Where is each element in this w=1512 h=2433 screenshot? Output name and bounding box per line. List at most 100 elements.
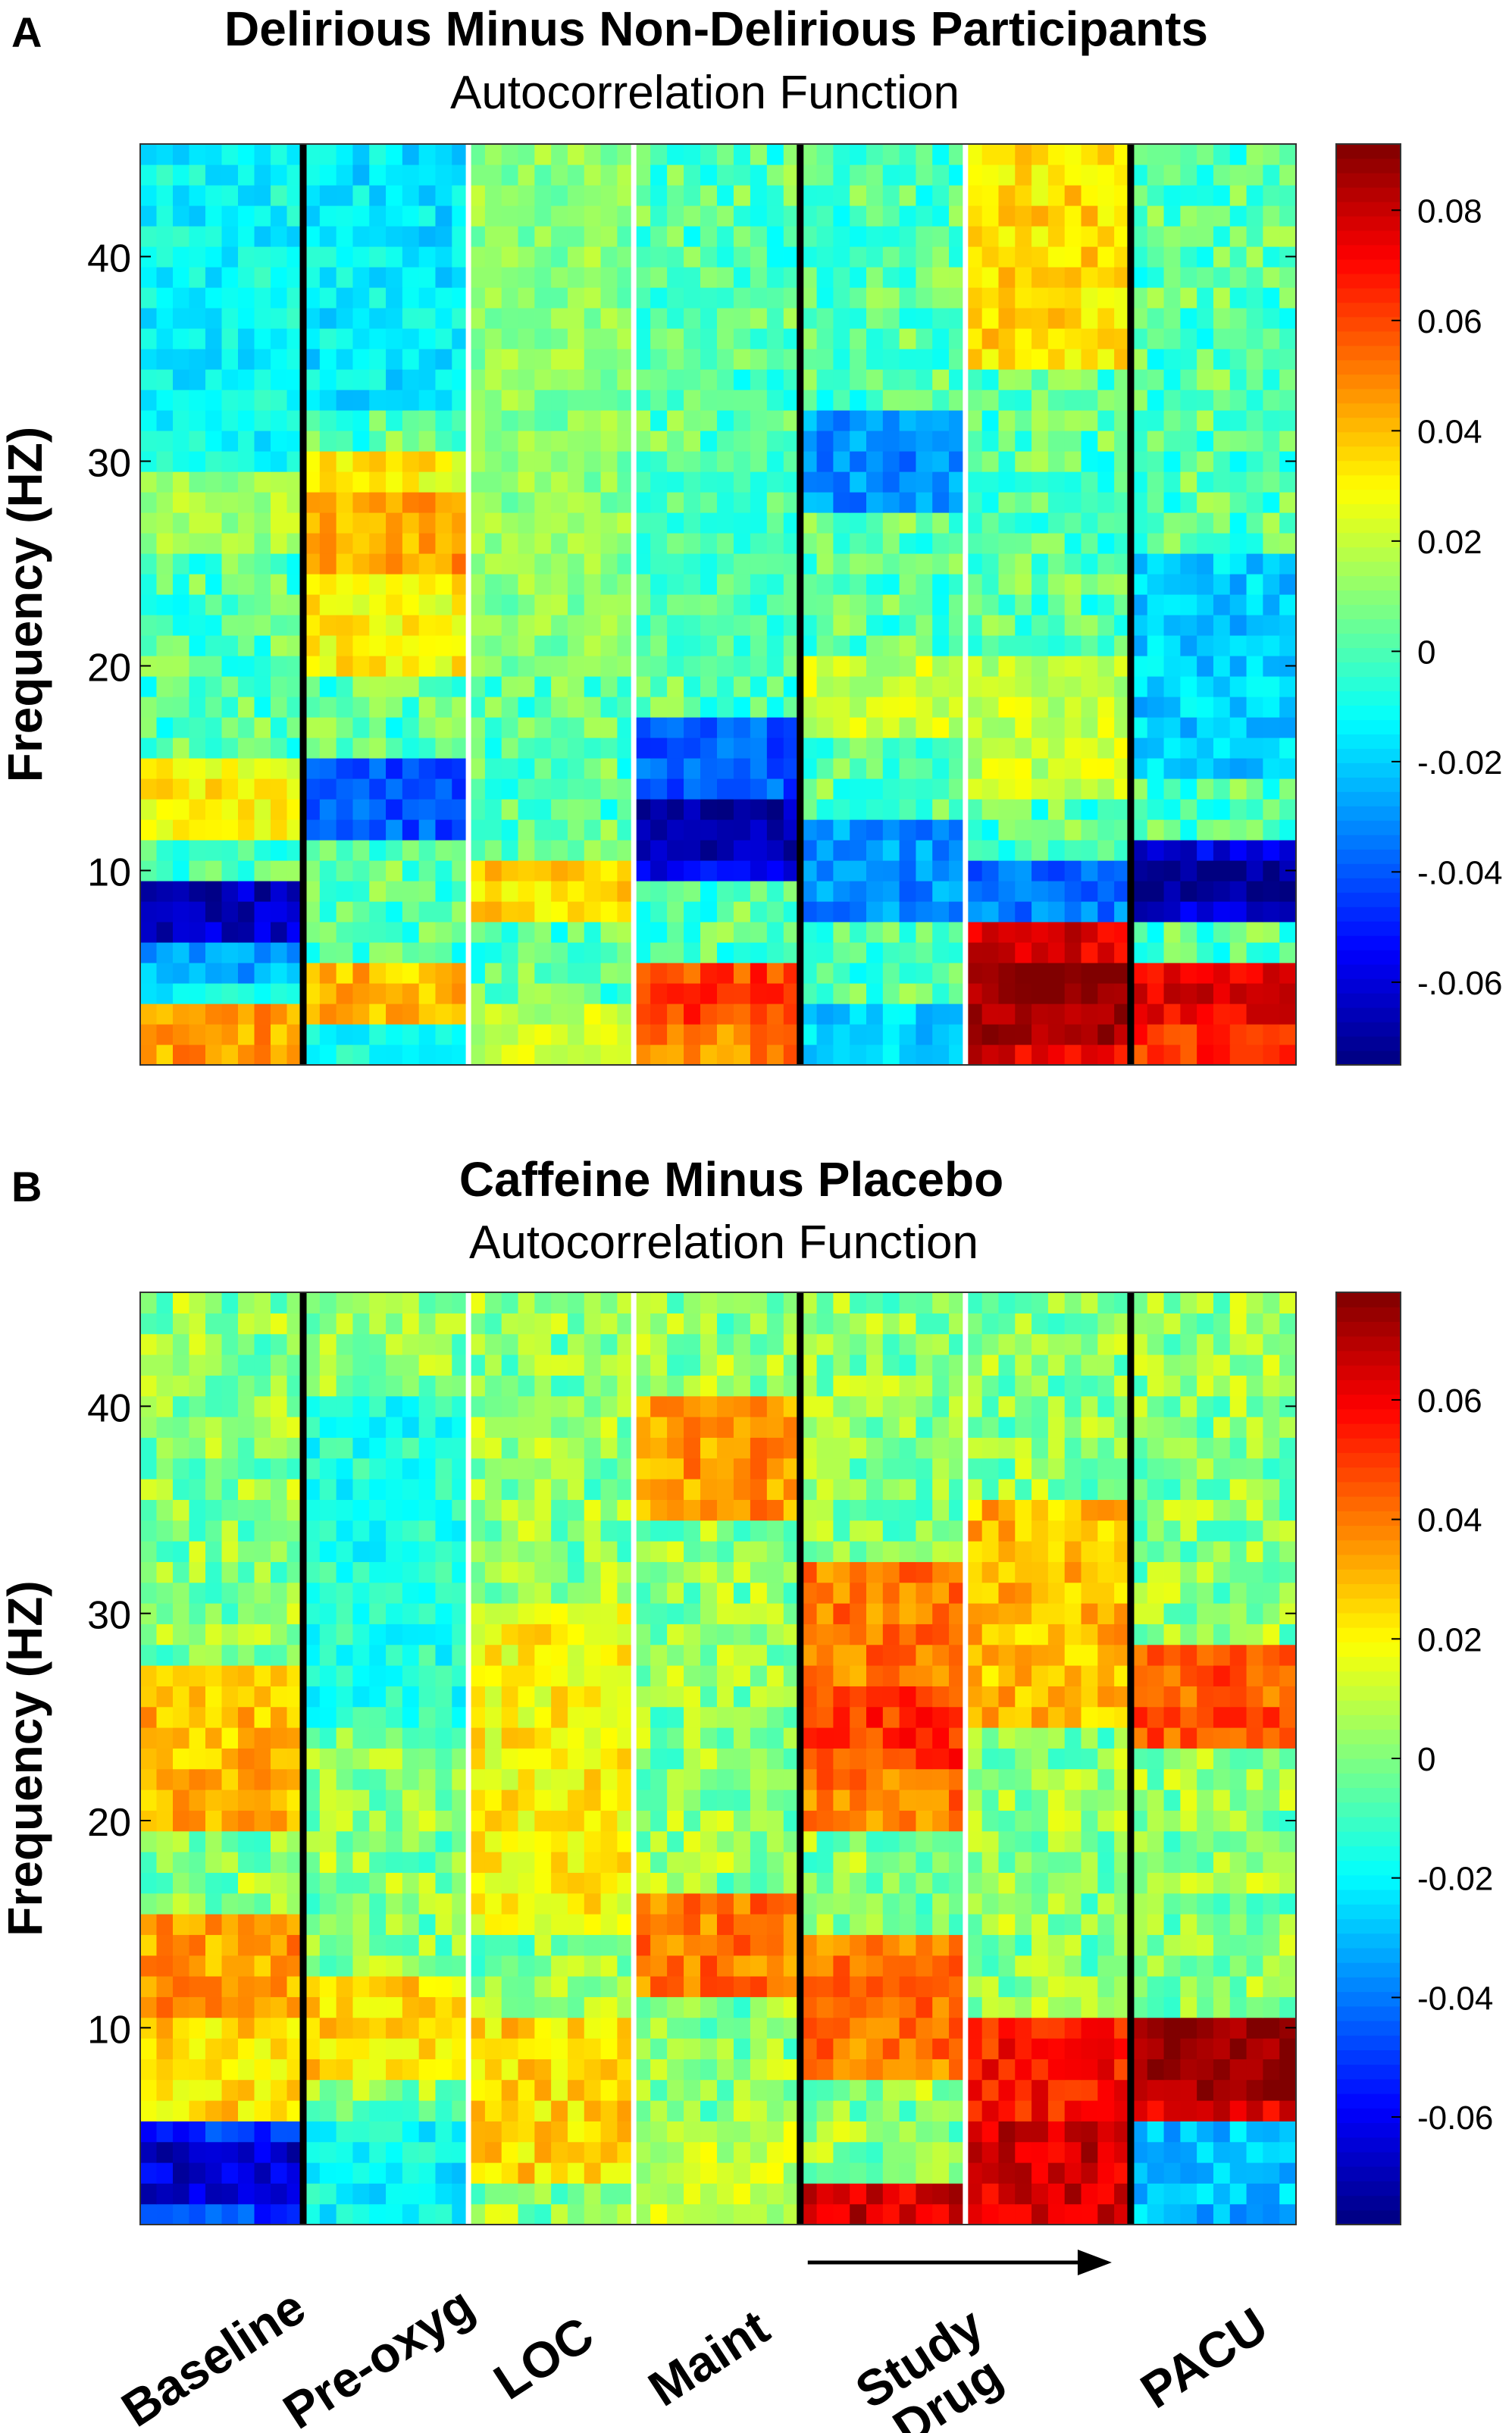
heatmap-cell (1246, 164, 1263, 186)
heatmap-cell (567, 1810, 585, 1832)
heatmap-cell (584, 1458, 602, 1480)
heatmap-cell (650, 1727, 668, 1749)
heatmap-cell (1229, 1044, 1247, 1066)
heatmap-cell (238, 1561, 255, 1583)
heatmap-cell (1130, 635, 1148, 656)
heatmap-cell (899, 246, 917, 268)
heatmap-cell (650, 1458, 668, 1480)
heatmap-cell (866, 881, 884, 902)
heatmap-cell (750, 778, 768, 800)
heatmap-cell (501, 553, 519, 575)
heatmap-cell (634, 2079, 651, 2101)
heatmap-cell (286, 1395, 304, 1417)
heatmap-cell (303, 594, 321, 615)
heatmap-cell (716, 1561, 734, 1583)
heatmap-cell (205, 1790, 223, 1811)
heatmap-cell (684, 574, 701, 595)
heatmap-cell (750, 2162, 768, 2184)
heatmap-cell (484, 1458, 502, 1480)
heatmap-cell (551, 1934, 568, 1956)
heatmap-cell (1147, 574, 1165, 595)
heatmap-cell (833, 717, 850, 738)
heatmap-cell (352, 819, 370, 841)
heatmap-cell (650, 1872, 668, 1894)
heatmap-cell (800, 1024, 818, 1045)
heatmap-cell (932, 492, 950, 513)
heatmap-cell (501, 1375, 519, 1397)
heatmap-cell (386, 1893, 403, 1915)
heatmap-cell (981, 451, 1000, 472)
heatmap-cell (733, 369, 751, 390)
heatmap-cell (484, 963, 502, 984)
heatmap-cell (1213, 308, 1231, 329)
heatmap-cell (667, 1768, 684, 1790)
heatmap-cell (1197, 267, 1214, 288)
heatmap-cell (386, 2038, 403, 2059)
heatmap-cell (733, 1582, 751, 1604)
heatmap-cell (650, 676, 668, 697)
heatmap-cell (418, 2141, 437, 2163)
heatmap-cell (1147, 860, 1165, 881)
heatmap-cell (667, 1706, 684, 1728)
heatmap-cell (882, 451, 900, 472)
heatmap-cell (140, 1354, 158, 1376)
heatmap-cell (899, 349, 917, 370)
heatmap-cell (600, 471, 618, 493)
heatmap-cell (319, 1955, 337, 1977)
heatmap-cell (1114, 901, 1132, 922)
heatmap-cell (551, 819, 568, 841)
heatmap-cell (684, 1768, 701, 1790)
heatmap-cell (684, 267, 701, 288)
heatmap-cell (336, 1790, 354, 1811)
heatmap-cell (916, 349, 933, 370)
heatmap-cell (1081, 676, 1098, 697)
heatmap-cell (319, 1024, 337, 1045)
heatmap-cell (418, 287, 437, 308)
heatmap-cell (800, 840, 818, 861)
heatmap-cell (468, 1292, 486, 1314)
heatmap-cell (600, 656, 618, 677)
heatmap-cell (965, 410, 983, 431)
heatmap-cell (1180, 451, 1197, 472)
heatmap-cell (700, 185, 718, 206)
heatmap-cell (205, 2141, 223, 2163)
heatmap-cell (189, 1996, 206, 2018)
heatmap-cell (716, 1852, 734, 1873)
heatmap-cell (369, 431, 387, 452)
heatmap-cell (336, 226, 354, 247)
heatmap-cell (634, 533, 651, 554)
heatmap-cell (156, 287, 174, 308)
heatmap-cell (435, 1333, 452, 1355)
heatmap-cell (1197, 922, 1214, 943)
heatmap-cell (468, 2121, 486, 2143)
heatmap-cell (319, 676, 337, 697)
heatmap-cell (303, 2121, 321, 2143)
colorbar-strip (1336, 172, 1401, 188)
heatmap-cell (468, 2141, 486, 2163)
heatmap-cell (140, 819, 158, 841)
heatmap-cell (452, 922, 469, 943)
heatmap-cell (286, 1333, 304, 1355)
heatmap-cell (336, 287, 354, 308)
heatmap-cell (352, 512, 370, 534)
heatmap-cell (1015, 840, 1032, 861)
heatmap-cell (816, 144, 834, 165)
heatmap-cell (766, 1458, 784, 1480)
heatmap-cell (418, 963, 437, 984)
heatmap-cell (916, 431, 933, 452)
heatmap-cell (634, 840, 651, 861)
heatmap-cell (766, 2162, 784, 2184)
heatmap-cell (402, 1665, 420, 1686)
heatmap-cell (551, 533, 568, 554)
heatmap-cell (567, 1706, 585, 1728)
heatmap-cell (534, 431, 552, 452)
heatmap-cell (1064, 615, 1082, 636)
heatmap-cell (783, 2038, 801, 2059)
heatmap-cell (221, 635, 239, 656)
heatmap-cell (369, 2183, 387, 2205)
heatmap-cell (303, 1479, 321, 1500)
heatmap-cell (584, 553, 602, 575)
heatmap-cell (617, 308, 634, 329)
heatmap-cell (1031, 881, 1049, 902)
heatmap-cell (271, 185, 288, 206)
